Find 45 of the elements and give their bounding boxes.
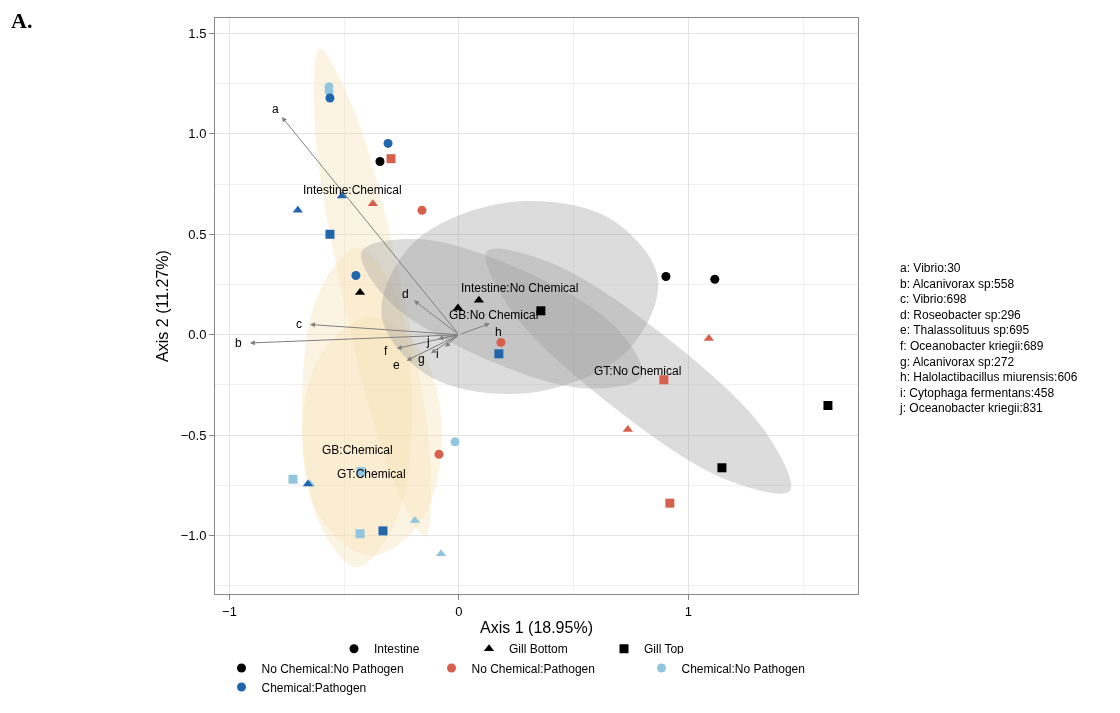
y-axis-title: Axis 2 (11.27%) bbox=[153, 250, 171, 362]
annotation: a bbox=[272, 102, 279, 116]
y-tick-label: 0.5 bbox=[188, 226, 207, 242]
legend-label: Chemical:Pathogen bbox=[261, 680, 367, 695]
annotation: c bbox=[296, 317, 302, 331]
text: g: Alcanivorax sp:272 bbox=[900, 354, 1015, 369]
series-label: GT:Chemical bbox=[337, 467, 406, 481]
y-tick-label: 1.0 bbox=[188, 126, 207, 142]
x-axis-title: Axis 1 (18.95%) bbox=[480, 619, 593, 637]
legend-label: Gill Top bbox=[644, 642, 685, 657]
y-tick-label: 0.0 bbox=[188, 327, 207, 343]
x-tick-label: 0 bbox=[455, 603, 463, 619]
text: j: Oceanobacter kriegii:831 bbox=[899, 401, 1044, 416]
text: e: Thalassolituus sp:695 bbox=[900, 323, 1030, 338]
annotation: h bbox=[495, 325, 502, 339]
x-tick-label: −1 bbox=[222, 603, 237, 619]
y-tick-label: −1.0 bbox=[180, 528, 207, 544]
text: a: Vibrio:30 bbox=[900, 261, 961, 275]
series-label: Intestine:Chemical bbox=[303, 183, 402, 197]
text: A. bbox=[11, 8, 33, 33]
text: b: Alcanivorax sp:558 bbox=[900, 276, 1015, 291]
series-label: GB:No Chemical bbox=[449, 308, 539, 322]
annotation: i bbox=[436, 347, 439, 361]
legend-label: No Chemical:Pathogen bbox=[471, 661, 595, 676]
legend-label: No Chemical:No Pathogen bbox=[261, 661, 404, 676]
text: d: Roseobacter sp:296 bbox=[900, 307, 1022, 322]
annotation: d bbox=[402, 287, 409, 301]
annotation: e bbox=[393, 358, 400, 372]
text: f: Oceanobacter kriegii:689 bbox=[900, 339, 1044, 353]
legend-label: Chemical:No Pathogen bbox=[681, 661, 805, 676]
series-label: GB:Chemical bbox=[322, 443, 393, 457]
y-tick-label: 1.5 bbox=[188, 25, 207, 41]
legend-label: Gill Bottom bbox=[509, 642, 568, 657]
annotation: f bbox=[384, 344, 388, 358]
text: i: Cytophaga fermentans:458 bbox=[900, 385, 1055, 400]
text: c: Vibrio:698 bbox=[900, 292, 967, 307]
annotation: g bbox=[418, 352, 425, 366]
series-label: GT:No Chemical bbox=[594, 364, 682, 378]
annotation: b bbox=[235, 336, 242, 350]
text: h: Halolactibacillus miurensis:606 bbox=[900, 370, 1078, 385]
x-tick-label: 1 bbox=[684, 603, 693, 619]
legend-label: Intestine bbox=[374, 642, 420, 657]
series-label: Intestine:No Chemical bbox=[461, 281, 579, 295]
annotation: j bbox=[426, 334, 430, 348]
y-tick-label: −0.5 bbox=[180, 427, 207, 443]
